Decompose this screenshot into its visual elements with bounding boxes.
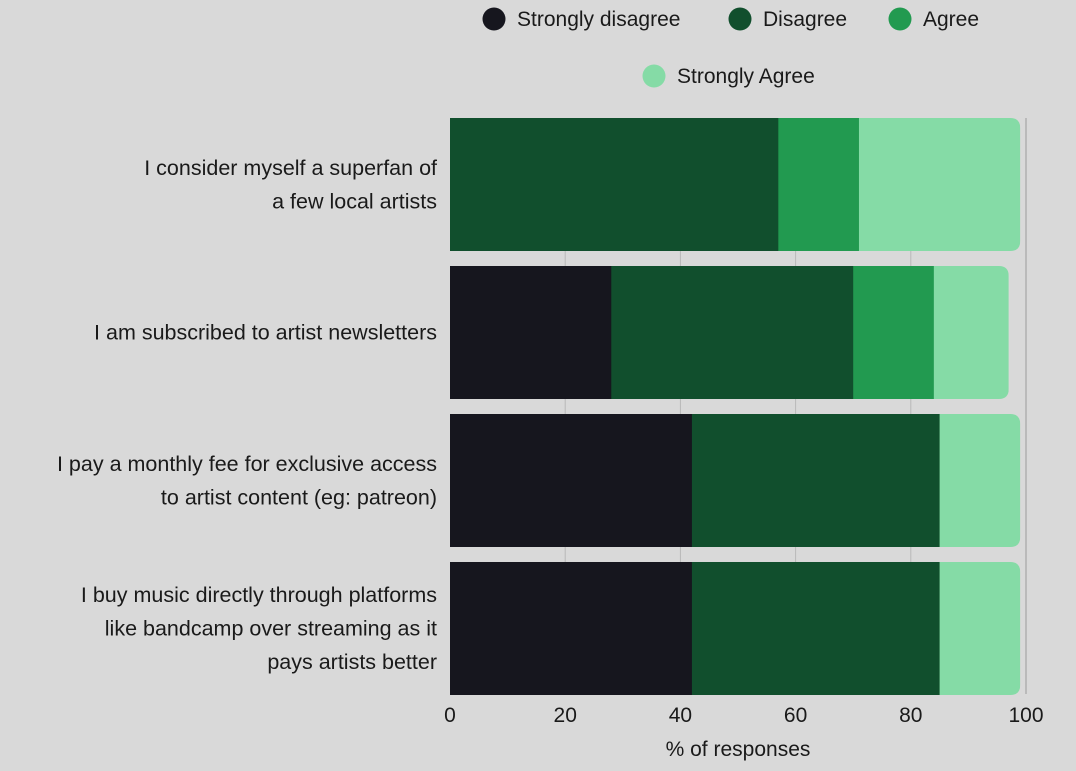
bar-group-2 (450, 414, 1021, 547)
category-label-line: to artist content (eg: patreon) (161, 485, 437, 509)
legend-label: Agree (923, 8, 979, 31)
legend-item-2: Agree (888, 7, 979, 31)
legend-label: Disagree (763, 8, 847, 31)
category-label-line: a few local artists (272, 189, 437, 213)
legend-swatch (642, 64, 666, 88)
legend-item-3: Strongly Agree (642, 64, 815, 88)
bars (450, 118, 1021, 695)
category-label-line: I am subscribed to artist newsletters (94, 321, 437, 345)
legend-label: Strongly disagree (517, 8, 680, 31)
category-label-line: pays artists better (267, 650, 437, 674)
x-tick-label-40: 40 (669, 704, 692, 727)
category-label-line: like bandcamp over streaming as it (105, 617, 437, 641)
bar-segment-2-0 (450, 414, 693, 547)
x-tick-label-60: 60 (784, 704, 807, 727)
bar-group-0 (450, 118, 1021, 251)
category-label-line: I pay a monthly fee for exclusive access (57, 452, 437, 476)
x-tick-label-20: 20 (554, 704, 577, 727)
x-tick-label-100: 100 (1008, 704, 1043, 727)
x-tick-label-0: 0 (444, 704, 456, 727)
bar-segment-1-2 (853, 266, 935, 399)
bar-segment-3-3 (939, 562, 1021, 695)
category-label-0: I consider myself a superfan of a few loc… (144, 156, 437, 214)
bar-segment-1-3 (933, 266, 1009, 399)
category-label-3: I buy music directly through platforms li… (81, 583, 437, 674)
bar-segment-0-1 (450, 118, 779, 251)
bar-segment-3-1 (691, 562, 941, 695)
legend-swatch (728, 7, 752, 31)
legend-item-0: Strongly disagree (482, 7, 680, 31)
legend-swatch (482, 7, 506, 31)
bar-segment-2-1 (691, 414, 941, 547)
legend: Strongly disagree Disagree Agree Strongly A… (482, 7, 979, 88)
bar-group-3 (450, 562, 1021, 695)
bar-segment-1-1 (611, 266, 854, 399)
bar-segment-0-2 (778, 118, 860, 251)
legend-item-1: Disagree (728, 7, 847, 31)
bar-segment-1-0 (450, 266, 612, 399)
bar-segment-2-3 (939, 414, 1021, 547)
legend-label: Strongly Agree (677, 65, 815, 88)
bar-segment-3-0 (450, 562, 693, 695)
bar-group-1 (450, 266, 1009, 399)
x-axis-title: % of responses (666, 738, 811, 761)
category-label-2: I pay a monthly fee for exclusive access… (57, 452, 437, 510)
category-label-line: I buy music directly through platforms (81, 583, 437, 607)
x-axis-ticks: 0 20 40 60 80 100 (444, 704, 1043, 727)
x-tick-label-80: 80 (899, 704, 922, 727)
category-label-1: I am subscribed to artist newsletters (94, 321, 437, 345)
legend-swatch (888, 7, 912, 31)
category-label-line: I consider myself a superfan of (144, 156, 437, 180)
category-labels: I consider myself a superfan of a few loc… (57, 156, 437, 674)
bar-segment-0-3 (858, 118, 1021, 251)
